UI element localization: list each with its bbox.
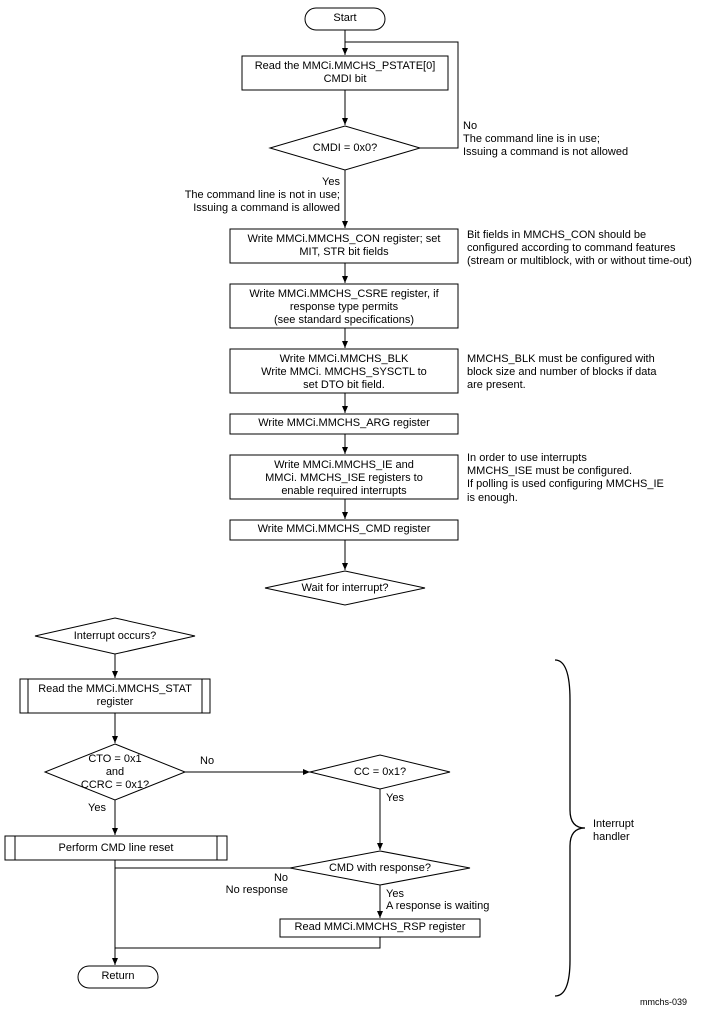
cmd-resp-no-label: No No response	[220, 872, 288, 896]
return-terminator: Return	[78, 970, 158, 983]
read-stat-box: Read the MMCi.MMCHS_STAT register	[20, 683, 210, 709]
int-handler-label: Interrupt handler	[593, 818, 634, 844]
write-ie-side: In order to use interrupts MMCHS_ISE mus…	[467, 452, 697, 505]
cto-no-label: No	[200, 755, 214, 767]
cc-yes-label: Yes	[386, 792, 404, 804]
cto-ccrc-diamond: CTO = 0x1 and CCRC = 0x1?	[52, 753, 178, 793]
write-arg-box: Write MMCi.MMCHS_ARG register	[230, 417, 458, 430]
write-ie-box: Write MMCi.MMCHS_IE and MMCi. MMCHS_ISE …	[230, 459, 458, 499]
int-occurs-diamond: Interrupt occurs?	[35, 630, 195, 643]
write-con-box: Write MMCi.MMCHS_CON register; set MIT, …	[230, 233, 458, 259]
start-terminator: Start	[305, 12, 385, 25]
cmdi-diamond: CMDI = 0x0?	[290, 142, 400, 155]
cto-yes-label: Yes	[88, 802, 106, 814]
cmdi-yes-label: Yes The command line is not in use; Issu…	[110, 176, 340, 216]
cc-diamond: CC = 0x1?	[320, 766, 440, 779]
write-csre-box: Write MMCi.MMCHS_CSRE register, if respo…	[230, 288, 458, 328]
write-con-side: Bit fields in MMCHS_CON should be config…	[467, 229, 703, 269]
wait-int-diamond: Wait for interrupt?	[265, 582, 425, 595]
write-blk-side: MMCHS_BLK must be configured with block …	[467, 353, 697, 393]
cmd-resp-yes-label: Yes A response is waiting	[386, 888, 489, 912]
write-cmd-box: Write MMCi.MMCHS_CMD register	[230, 523, 458, 536]
write-blk-box: Write MMCi.MMCHS_BLK Write MMCi. MMCHS_S…	[230, 353, 458, 393]
read-pstate-box: Read the MMCi.MMCHS_PSTATE[0] CMDI bit	[242, 60, 448, 86]
footer-label: mmchs-039	[640, 998, 687, 1008]
cmd-resp-diamond: CMD with response?	[300, 862, 460, 875]
cmdi-no-label: No The command line is in use; Issuing a…	[463, 120, 683, 160]
cmd-reset-box: Perform CMD line reset	[5, 842, 227, 855]
read-rsp-box: Read MMCi.MMCHS_RSP register	[280, 921, 480, 934]
